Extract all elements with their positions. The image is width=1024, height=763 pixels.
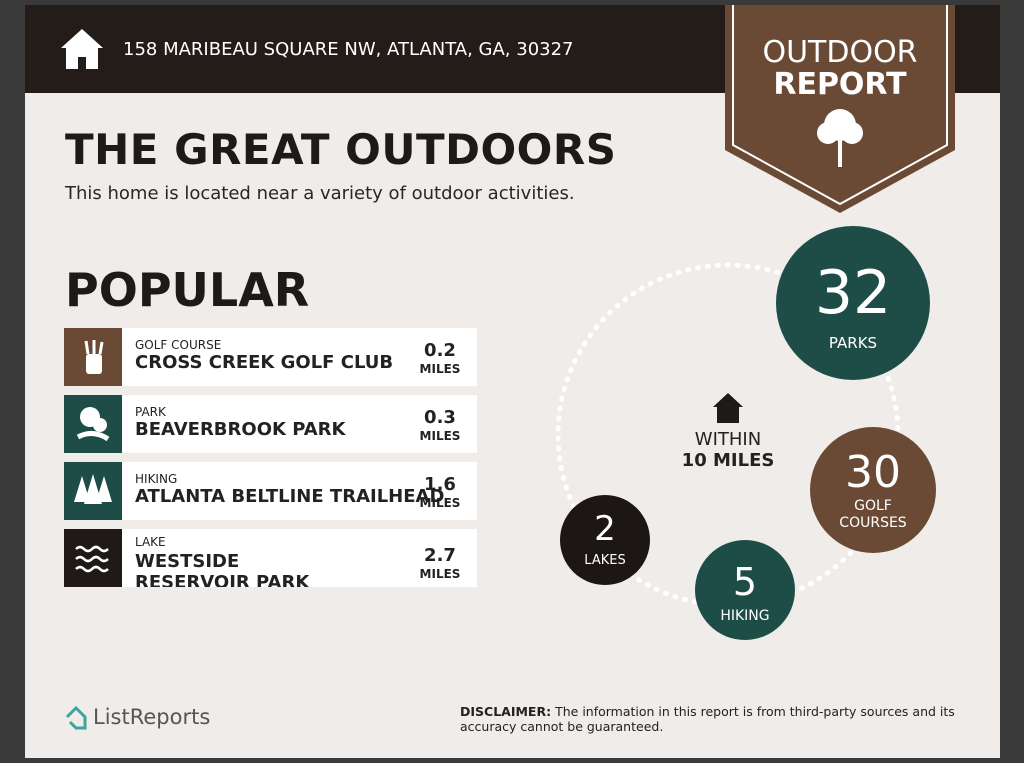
popular-item: PARK BEAVERBROOK PARK 0.3 MILES bbox=[64, 395, 477, 453]
disclaimer-label: DISCLAIMER: bbox=[460, 704, 552, 719]
popular-item: LAKE WESTSIDE RESERVOIR PARK 2.7 MILES bbox=[64, 529, 477, 587]
count: 32 bbox=[814, 258, 892, 328]
popular-title: POPULAR bbox=[65, 263, 310, 317]
category: HIKING bbox=[135, 472, 178, 486]
disclaimer: DISCLAIMER: The information in this repo… bbox=[460, 704, 980, 734]
stat-lakes: 2 LAKES bbox=[560, 495, 650, 585]
center-line2: 10 MILES bbox=[681, 450, 775, 471]
name: ATLANTA BELTLINE TRAILHEAD bbox=[135, 486, 445, 507]
unit: MILES bbox=[419, 429, 461, 443]
center-label: WITHIN 10 MILES bbox=[668, 429, 788, 471]
label: GOLF COURSES bbox=[839, 498, 907, 531]
address: 158 MARIBEAU SQUARE NW, ATLANTA, GA, 303… bbox=[123, 39, 574, 60]
golf-icon bbox=[64, 328, 122, 386]
home-icon bbox=[61, 29, 103, 69]
unit: MILES bbox=[419, 567, 461, 581]
name: BEAVERBROOK PARK bbox=[135, 419, 346, 440]
lake-icon bbox=[64, 529, 122, 587]
badge: OUTDOOR REPORT bbox=[725, 5, 955, 213]
distance: 2.7 bbox=[424, 545, 456, 566]
stat-parks: 32 PARKS bbox=[776, 226, 930, 380]
category: GOLF COURSE bbox=[135, 338, 222, 352]
park-icon bbox=[64, 395, 122, 453]
category: PARK bbox=[135, 405, 166, 419]
popular-item: GOLF COURSE CROSS CREEK GOLF CLUB 0.2 MI… bbox=[64, 328, 477, 386]
badge-line1: OUTDOOR bbox=[762, 35, 917, 70]
tree-icon bbox=[817, 109, 863, 167]
label: PARKS bbox=[828, 334, 878, 352]
unit: MILES bbox=[419, 496, 461, 510]
distance: 0.3 bbox=[424, 407, 456, 428]
subtitle: This home is located near a variety of o… bbox=[65, 183, 575, 204]
center-line1: WITHIN bbox=[694, 429, 762, 450]
badge-line2: REPORT bbox=[773, 67, 907, 102]
name: WESTSIDE RESERVOIR PARK bbox=[135, 551, 310, 587]
title: THE GREAT OUTDOORS bbox=[65, 125, 617, 174]
brand-logo bbox=[65, 705, 87, 730]
name: CROSS CREEK GOLF CLUB bbox=[135, 352, 394, 373]
stat-hiking: 5 HIKING bbox=[695, 540, 795, 640]
label: HIKING bbox=[720, 608, 770, 624]
hiking-icon bbox=[64, 462, 122, 520]
count: 2 bbox=[594, 509, 616, 549]
label: LAKES bbox=[584, 553, 626, 568]
distance: 1.6 bbox=[424, 474, 456, 495]
report: 158 MARIBEAU SQUARE NW, ATLANTA, GA, 303… bbox=[25, 5, 1000, 758]
disclaimer-text: The information in this report is from t… bbox=[460, 704, 955, 734]
unit: MILES bbox=[419, 362, 461, 376]
brand: ListReports bbox=[93, 705, 211, 729]
popular-item: HIKING ATLANTA BELTLINE TRAILHEAD 1.6 MI… bbox=[64, 462, 477, 520]
distance: 0.2 bbox=[424, 340, 456, 361]
stat-golf: 30 GOLF COURSES bbox=[810, 427, 936, 553]
count: 5 bbox=[732, 560, 758, 604]
count: 30 bbox=[845, 447, 901, 498]
category: LAKE bbox=[135, 535, 166, 549]
